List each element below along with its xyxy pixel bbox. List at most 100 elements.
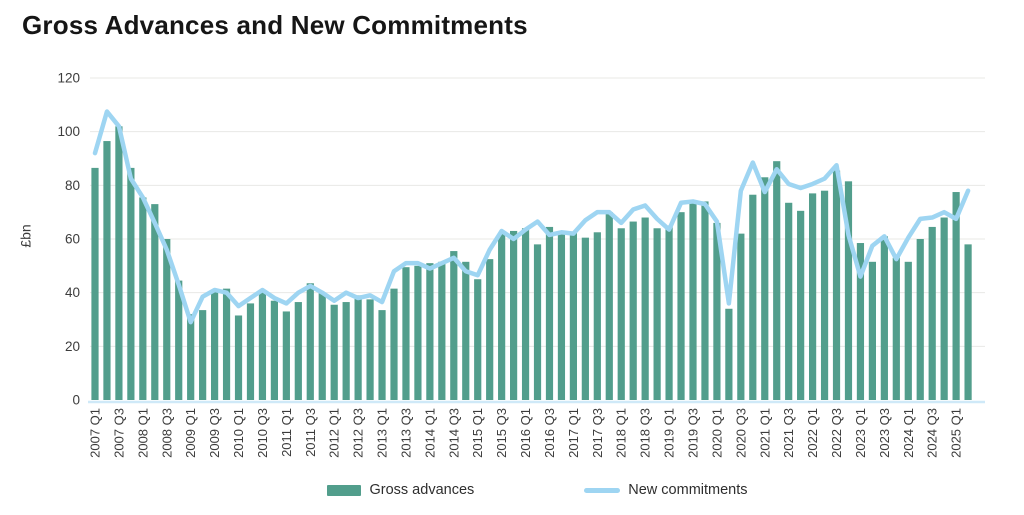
bar <box>294 302 302 400</box>
bar <box>605 212 613 400</box>
bar <box>916 239 924 400</box>
bar <box>498 233 506 400</box>
bar <box>593 232 601 400</box>
x-tick-label: 2009 Q1 <box>183 408 198 458</box>
x-tick-label: 2023 Q1 <box>853 408 868 458</box>
bar <box>222 288 231 400</box>
bar <box>139 197 147 400</box>
x-tick-label: 2010 Q3 <box>255 408 270 458</box>
bar <box>629 221 637 400</box>
x-tick-label: 2007 Q1 <box>88 408 103 458</box>
bar <box>773 161 781 400</box>
bar <box>809 193 817 400</box>
bar <box>306 283 314 400</box>
y-tick-label: 60 <box>65 232 80 247</box>
bar <box>820 190 829 400</box>
bar <box>151 204 159 400</box>
bar <box>940 217 948 400</box>
x-tick-label: 2024 Q3 <box>925 408 940 458</box>
bar <box>521 228 530 400</box>
y-tick-label: 80 <box>65 178 80 193</box>
x-tick-label: 2023 Q3 <box>877 408 892 458</box>
x-tick-label: 2012 Q1 <box>327 408 342 458</box>
bar <box>330 304 338 400</box>
bar <box>187 314 195 400</box>
new-commitments-line <box>92 109 971 325</box>
legend-item-new-commitments: New commitments <box>584 482 748 498</box>
y-tick-label: 40 <box>65 285 80 300</box>
y-tick-label: 0 <box>72 393 80 408</box>
x-tick-label: 2020 Q3 <box>733 408 748 458</box>
bar <box>868 261 876 400</box>
bar <box>653 228 661 400</box>
bar <box>234 315 243 400</box>
x-tick-label: 2021 Q3 <box>781 408 796 458</box>
x-tick-label: 2017 Q3 <box>590 408 605 458</box>
bar <box>462 261 470 400</box>
legend-label-gross-advances: Gross advances <box>369 482 475 498</box>
bar <box>749 194 757 400</box>
bar <box>725 308 733 400</box>
x-tick-label: 2011 Q3 <box>303 408 318 457</box>
x-tick-label: 2016 Q3 <box>542 408 557 458</box>
x-tick-label: 2017 Q1 <box>566 408 581 458</box>
x-tick-label: 2022 Q1 <box>805 408 820 458</box>
bar <box>163 239 171 400</box>
bar <box>701 201 709 400</box>
x-tick-label: 2013 Q3 <box>398 408 413 458</box>
bar <box>199 310 207 400</box>
bar <box>569 232 577 400</box>
bar <box>856 243 865 400</box>
bar <box>378 310 386 400</box>
bar <box>904 261 912 400</box>
x-tick-label: 2018 Q3 <box>638 408 653 458</box>
x-tick-label: 2010 Q1 <box>231 408 246 458</box>
bar <box>928 226 936 400</box>
bar <box>103 141 111 400</box>
bar <box>880 236 888 400</box>
bar <box>366 299 374 401</box>
bar <box>533 244 542 400</box>
bar <box>115 126 123 401</box>
x-tick-label: 2018 Q1 <box>614 408 629 458</box>
bar <box>510 230 518 400</box>
x-tick-label: 2008 Q1 <box>135 408 150 458</box>
bar <box>964 244 972 400</box>
bar <box>641 217 649 400</box>
gross-advances-swatch-icon <box>327 484 362 496</box>
y-tick-label: 100 <box>57 124 80 139</box>
bar <box>91 167 99 400</box>
y-axis-label: £bn <box>17 224 34 248</box>
x-tick-label: 2009 Q3 <box>207 408 222 458</box>
bar <box>785 202 793 400</box>
legend-label-new-commitments: New commitments <box>628 482 748 498</box>
bar <box>390 288 398 400</box>
x-tick-label: 2015 Q1 <box>470 408 485 458</box>
x-tick-label: 2025 Q1 <box>949 408 964 458</box>
bar <box>832 170 841 400</box>
bar <box>270 300 278 400</box>
bar <box>258 289 267 400</box>
x-tick-label: 2012 Q3 <box>351 408 366 458</box>
bar <box>127 167 135 400</box>
x-tick-label: 2014 Q3 <box>446 408 461 458</box>
x-tick-label: 2019 Q1 <box>662 408 677 458</box>
x-tick-label: 2016 Q1 <box>518 408 533 458</box>
bar <box>450 251 458 400</box>
bar <box>438 261 446 400</box>
bar <box>426 263 434 400</box>
bar <box>892 257 900 400</box>
bar <box>402 267 410 400</box>
bar <box>689 202 697 400</box>
x-tick-label: 2015 Q3 <box>494 408 509 458</box>
bar <box>414 265 422 400</box>
bar <box>844 181 853 400</box>
bar <box>797 210 805 400</box>
bar <box>737 233 745 400</box>
bar <box>665 225 673 400</box>
bar <box>282 311 290 400</box>
x-tick-label: 2019 Q3 <box>686 408 701 458</box>
bar <box>175 280 183 400</box>
y-tick-label: 20 <box>65 339 80 354</box>
